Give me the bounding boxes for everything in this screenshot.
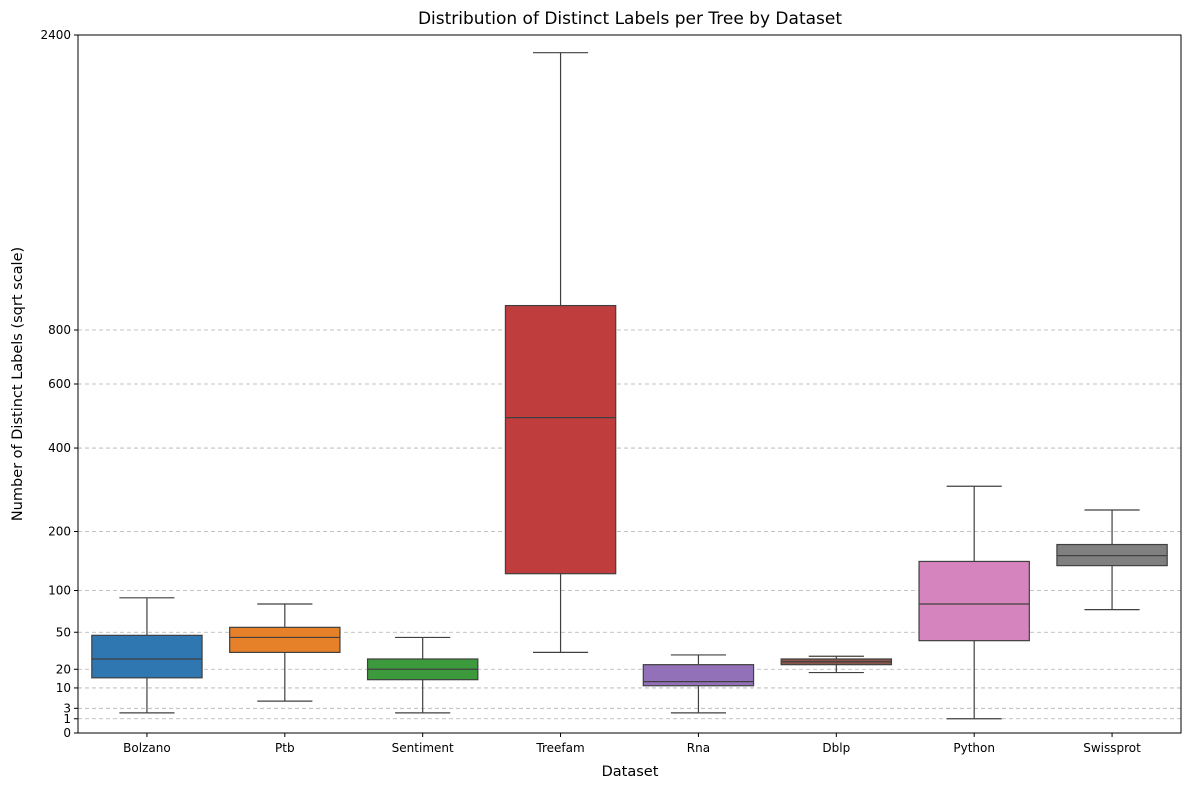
iqr-box xyxy=(91,634,203,679)
x-axis-label: Dataset xyxy=(602,764,659,780)
iqr-box xyxy=(918,560,1030,642)
y-ticks: 013 10 20 50 100 200 400 600 800 2400 xyxy=(40,28,78,740)
y-tick-label: 1 xyxy=(63,712,71,726)
y-tick-label: 100 xyxy=(48,584,71,598)
boxes xyxy=(91,52,1168,720)
y-tick-label: 3 xyxy=(63,701,71,715)
x-tick-label: Dblp xyxy=(822,741,850,755)
iqr-box xyxy=(504,304,617,575)
x-tick-label: Treefam xyxy=(535,741,584,755)
y-tick-label: 800 xyxy=(48,323,71,337)
y-tick-label: 10 xyxy=(56,681,71,695)
x-tick-label: Bolzano xyxy=(123,741,171,755)
y-tick-label: 400 xyxy=(48,441,71,455)
y-tick-label: 200 xyxy=(48,525,71,539)
y-tick-label: 50 xyxy=(56,625,71,639)
box-dblp xyxy=(780,655,893,674)
box-treefam xyxy=(504,52,617,654)
x-tick-label: Python xyxy=(953,741,995,755)
box-ptb xyxy=(229,603,341,702)
x-tick-label: Swissprot xyxy=(1083,741,1141,755)
y-tick-label: 600 xyxy=(48,377,71,391)
box-bolzano xyxy=(91,597,203,714)
x-tick-label: Rna xyxy=(687,741,710,755)
y-tick-label: 0 xyxy=(63,726,71,740)
box-swissprot xyxy=(1056,509,1168,611)
box-python xyxy=(918,485,1030,720)
x-ticks: Bolzano Ptb Sentiment Treefam Rna Dblp Python S… xyxy=(123,733,1141,755)
y-axis-label: Number of Distinct Labels (sqrt scale) xyxy=(10,247,26,521)
iqr-box xyxy=(229,626,341,654)
y-tick-label: 20 xyxy=(56,662,71,676)
box-sentiment xyxy=(366,636,479,714)
chart-title: Distribution of Distinct Labels per Tree… xyxy=(418,9,842,29)
y-tick-label: 2400 xyxy=(40,28,71,42)
x-tick-label: Sentiment xyxy=(392,741,454,755)
iqr-box xyxy=(642,664,755,687)
box-rna xyxy=(642,654,755,714)
x-tick-label: Ptb xyxy=(275,741,295,755)
grid-lines xyxy=(78,329,1181,720)
